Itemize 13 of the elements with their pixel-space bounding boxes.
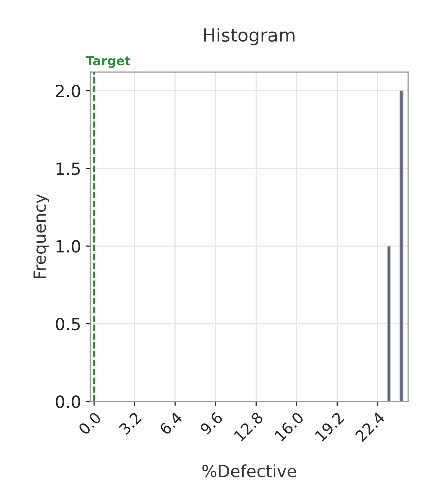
y-tick-label: 0.0 <box>56 396 80 408</box>
x-tick-label: 3.2 <box>118 412 142 436</box>
y-tick-label: 1.5 <box>56 162 80 176</box>
x-tick-label: 0.0 <box>78 412 102 436</box>
x-axis-title: %Defective <box>202 464 296 478</box>
y-tick-label: 1.0 <box>56 240 80 253</box>
x-tick-label: 6.4 <box>159 412 184 436</box>
y-tick-label: 0.5 <box>56 318 80 331</box>
x-tick-label: 9.6 <box>200 412 224 436</box>
y-axis-title: Frequency <box>34 194 50 278</box>
chart-title: Histogram <box>204 28 295 46</box>
y-tick-label: 2.0 <box>56 84 80 98</box>
ref-line-label: Target <box>86 56 131 68</box>
